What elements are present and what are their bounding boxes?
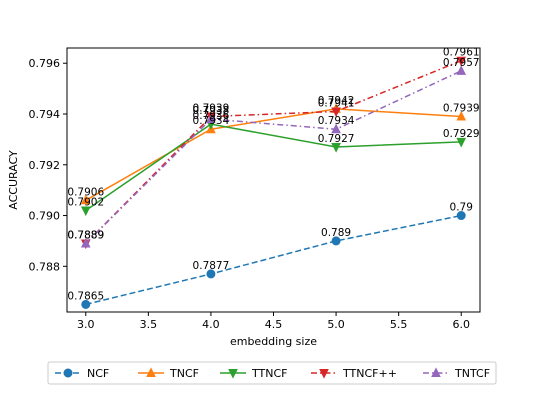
data-point-ttncf xyxy=(331,143,341,153)
data-label-ttncf: 0.7936 xyxy=(193,110,230,122)
x-tick-label: 5.5 xyxy=(390,318,408,331)
data-point-tntcf xyxy=(456,65,467,75)
data-point-tncf xyxy=(456,110,467,121)
x-tick-label: 3.5 xyxy=(140,318,158,331)
y-tick-label: 0.792 xyxy=(29,159,61,172)
legend-marker-tncf xyxy=(146,367,156,377)
x-tick-label: 3.0 xyxy=(77,318,95,331)
series-line-ncf xyxy=(85,214,462,306)
data-label-tncf: 0.7942 xyxy=(318,95,355,107)
y-tick-label: 0.788 xyxy=(29,260,61,273)
legend-marker-tntcf xyxy=(431,367,441,377)
data-point-ncf xyxy=(206,269,216,279)
data-label-ttncfplusplus: 0.7941 xyxy=(318,97,355,109)
data-point-ttncf xyxy=(80,206,91,217)
data-label-ttncfplusplus: 0.7889 xyxy=(67,229,104,241)
legend-label-ttncf: TTNCF xyxy=(251,367,287,380)
x-axis-label: embedding size xyxy=(230,335,317,348)
series-line-tncf xyxy=(85,108,462,201)
y-axis-label: ACCURACY xyxy=(7,150,20,210)
y-tick-label: 0.796 xyxy=(29,57,61,70)
plot-frame xyxy=(66,47,481,313)
data-point-tncf xyxy=(80,194,91,205)
data-label-ttncf: 0.7902 xyxy=(67,196,104,208)
series-line-tntcf xyxy=(85,70,462,244)
x-tick-label: 5.0 xyxy=(327,318,345,331)
data-point-ncf xyxy=(81,299,91,309)
data-label-tntcf: 0.7938 xyxy=(193,105,230,117)
axes: 3.0 3.5 4.0 4.5 5.0 5.5 6.0 0.788 0.790 0.792 0.79… xyxy=(29,57,470,331)
legend-frame xyxy=(47,361,497,385)
data-point-tntcf xyxy=(331,123,341,134)
data-label-tntcf: 0.7889 xyxy=(67,229,104,241)
data-labels: 0.78650.78770.7890.790.79060.79340.79420… xyxy=(67,47,479,303)
data-label-tntcf: 0.7957 xyxy=(443,57,480,69)
series-lines xyxy=(80,56,467,309)
legend-label-tncf: TNCF xyxy=(169,367,199,380)
data-label-ttncfplusplus: 0.7961 xyxy=(443,47,480,59)
legend: NCF TNCF TTNCF TTNCF++ TNTCF xyxy=(47,361,497,385)
data-point-ttncfplusplus xyxy=(331,107,341,118)
series-line-ttncf xyxy=(85,123,462,212)
data-label-tncf: 0.7906 xyxy=(67,186,104,198)
legend-marker-ttncfplusplus xyxy=(319,369,329,379)
x-tick-label: 6.0 xyxy=(452,318,470,331)
x-tick-label: 4.0 xyxy=(202,318,220,331)
data-label-tncf: 0.7934 xyxy=(193,115,230,127)
data-label-ncf: 0.7865 xyxy=(67,290,104,302)
data-label-tntcf: 0.7934 xyxy=(318,115,355,127)
y-tick-label: 0.794 xyxy=(29,108,61,121)
data-point-tntcf xyxy=(206,113,216,124)
data-label-ttncf: 0.7927 xyxy=(318,133,355,145)
legend-label-ttncfplusplus: TTNCF++ xyxy=(342,367,397,380)
y-tick-label: 0.790 xyxy=(29,210,61,223)
data-point-tntcf xyxy=(80,237,91,248)
series-line-ttncfplusplus xyxy=(85,59,462,244)
legend-label-ncf: NCF xyxy=(87,367,109,380)
legend-label-tntcf: TNTCF xyxy=(454,367,490,380)
data-point-ncf xyxy=(331,236,341,246)
data-label-ncf: 0.79 xyxy=(450,202,473,214)
x-tick-label: 4.5 xyxy=(265,318,283,331)
data-label-tncf: 0.7939 xyxy=(443,103,480,115)
data-label-ncf: 0.7877 xyxy=(193,260,230,272)
data-label-ttncf: 0.7929 xyxy=(443,128,480,140)
data-label-ttncfplusplus: 0.7939 xyxy=(193,103,230,115)
legend-marker-ncf xyxy=(63,368,73,378)
data-label-ncf: 0.789 xyxy=(321,227,351,239)
data-point-ncf xyxy=(456,211,466,221)
data-point-ttncfplusplus xyxy=(456,56,467,67)
legend-marker-ttncf xyxy=(228,369,238,379)
data-point-ttncf xyxy=(456,137,467,148)
